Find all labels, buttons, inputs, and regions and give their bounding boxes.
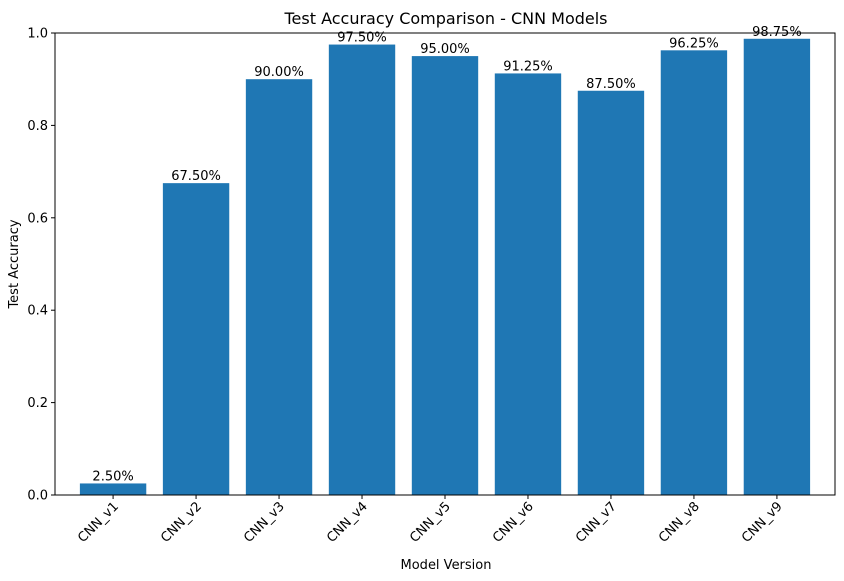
bar-cnn-v8 [660, 50, 728, 495]
data-label: 91.25% [503, 59, 553, 74]
x-tick-label: CNN_v4 [324, 499, 371, 546]
plot-area: 2.50% 67.50% 90.00% 97.50% 95.00% 91.25% 87.50… [27, 25, 836, 546]
bar-cnn-v1 [79, 483, 147, 495]
bar-cnn-v5 [411, 56, 479, 495]
bar-cnn-v4 [328, 44, 396, 496]
y-tick-label: 0.4 [27, 304, 48, 319]
data-label: 87.50% [586, 77, 636, 92]
y-tick-label: 0.2 [27, 396, 48, 411]
y-tick-label: 0.0 [27, 489, 48, 504]
x-tick-label: CNN_v5 [407, 499, 454, 546]
y-tick-label: 0.6 [27, 211, 48, 226]
y-axis-label: Test Accuracy [7, 219, 22, 309]
data-label: 2.50% [92, 469, 133, 484]
x-tick-label: CNN_v3 [241, 499, 288, 546]
x-tick-label: CNN_v2 [158, 499, 205, 546]
data-label: 97.50% [337, 31, 387, 46]
data-label: 96.25% [669, 36, 719, 51]
data-label: 95.00% [420, 42, 470, 57]
x-axis-label: Model Version [401, 558, 492, 573]
bar-cnn-v7 [577, 90, 645, 495]
data-label: 98.75% [752, 25, 802, 40]
data-label: 90.00% [254, 65, 304, 80]
x-tick-label: CNN_v1 [75, 499, 122, 546]
x-tick-label: CNN_v7 [573, 499, 620, 546]
x-tick-label: CNN_v6 [490, 499, 537, 546]
y-tick-label: 1.0 [27, 27, 48, 42]
bar-cnn-v6 [494, 73, 562, 496]
y-tick-label: 0.8 [27, 119, 48, 134]
x-tick-label: CNN_v9 [739, 499, 786, 546]
bar-cnn-v3 [245, 79, 313, 495]
x-tick-label: CNN_v8 [656, 499, 703, 546]
chart-title: Test Accuracy Comparison - CNN Models [283, 9, 607, 28]
bar-cnn-v9 [743, 38, 811, 496]
bar-cnn-v2 [162, 183, 230, 495]
data-label: 67.50% [171, 169, 221, 184]
